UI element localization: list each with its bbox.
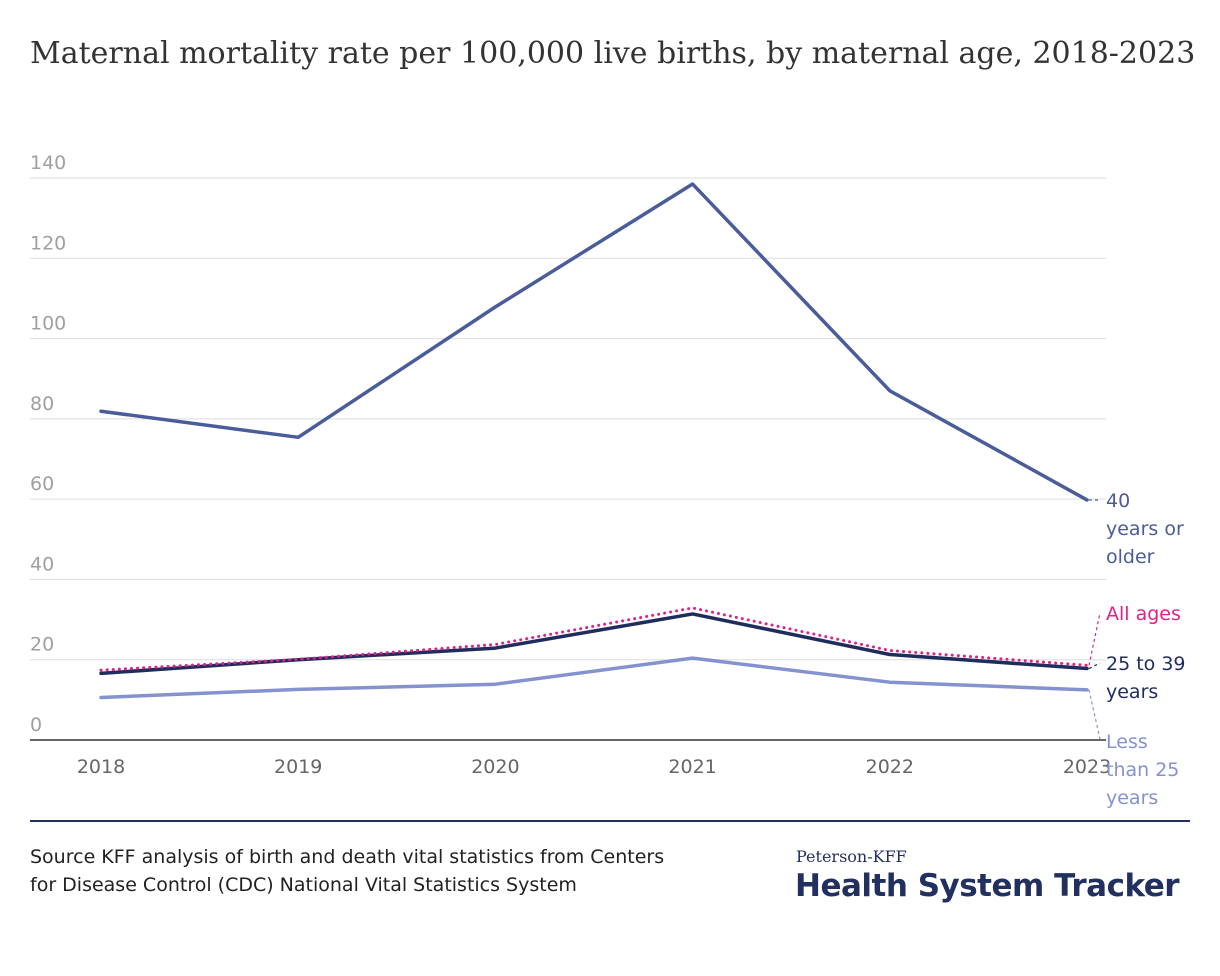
series-line-40-years-or-older (99, 182, 1089, 502)
x-tick-label: 2023 (1063, 756, 1111, 778)
y-tick-label: 40 (30, 553, 54, 575)
series-label: than 25 (1106, 759, 1179, 781)
series-label: years or (1106, 518, 1184, 540)
series-layer (99, 182, 1089, 700)
y-tick-label: 140 (30, 152, 66, 174)
series-label: All ages (1106, 603, 1181, 625)
series-line-25-to-39-years (99, 612, 1089, 676)
source-note: Source KFF analysis of birth and death v… (30, 846, 665, 896)
x-tick-label: 2019 (274, 756, 322, 778)
x-tick-label: 2020 (471, 756, 519, 778)
x-tick-label: 2022 (866, 756, 914, 778)
series-label: Less (1106, 731, 1148, 753)
brand-logo-text: Health System Tracker (795, 868, 1180, 904)
label-connector (1088, 612, 1101, 666)
series-label: 40 (1106, 490, 1130, 512)
series-label: 25 to 39 (1106, 653, 1186, 675)
series-label: years (1106, 787, 1158, 809)
y-axis-ticks: 0 20 40 60 80 100 120 140 (30, 152, 66, 736)
grid-layer (30, 177, 1106, 741)
series-labels: 40 years or older All ages 25 to 39 years Less… (1088, 490, 1186, 809)
series-line-less-than-25-years (99, 656, 1089, 700)
y-tick-label: 80 (30, 393, 54, 415)
label-connector (1088, 689, 1101, 740)
y-tick-label: 60 (30, 473, 54, 495)
y-tick-label: 20 (30, 634, 54, 656)
x-tick-label: 2018 (77, 756, 125, 778)
series-label: older (1106, 546, 1155, 568)
y-tick-label: 100 (30, 313, 66, 335)
label-connector (1088, 662, 1101, 670)
chart-title: Maternal mortality rate per 100,000 live… (30, 36, 1196, 71)
y-tick-label: 120 (30, 232, 66, 254)
series-label: years (1106, 681, 1158, 703)
brand-name-small: Peterson-KFF (796, 847, 907, 866)
footer-divider (30, 820, 1190, 822)
x-tick-label: 2021 (668, 756, 716, 778)
x-axis-ticks: 2018 2019 2020 2021 2022 2023 (77, 756, 1111, 778)
y-tick-label: 0 (30, 714, 42, 736)
series-line-all-ages (99, 606, 1089, 672)
